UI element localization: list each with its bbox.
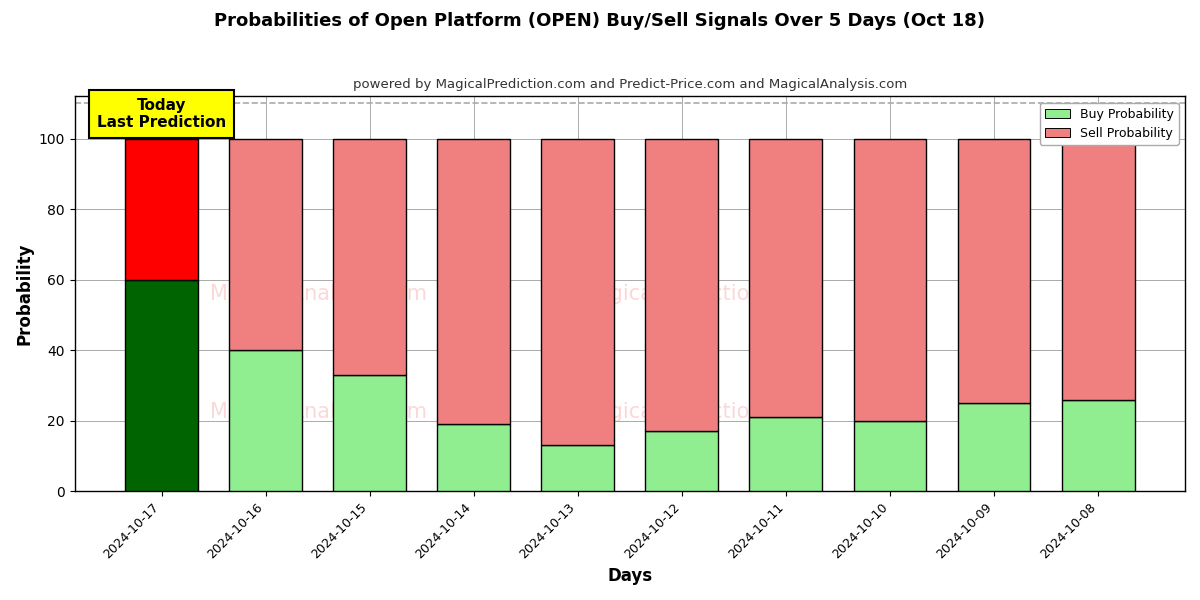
Bar — [541, 445, 614, 491]
Bar — [125, 280, 198, 491]
Bar — [853, 139, 926, 421]
Title: powered by MagicalPrediction.com and Predict-Price.com and MagicalAnalysis.com: powered by MagicalPrediction.com and Pre… — [353, 78, 907, 91]
Bar — [334, 139, 406, 375]
Bar — [1062, 400, 1134, 491]
Text: MagicalAnalysis.com: MagicalAnalysis.com — [210, 402, 427, 422]
Bar — [646, 139, 719, 431]
Bar — [229, 350, 302, 491]
Text: Today
Last Prediction: Today Last Prediction — [97, 98, 226, 130]
Text: MagicalPrediction.com: MagicalPrediction.com — [580, 284, 814, 304]
Bar — [334, 375, 406, 491]
Bar — [125, 139, 198, 280]
X-axis label: Days: Days — [607, 567, 653, 585]
Bar — [437, 424, 510, 491]
Bar — [750, 417, 822, 491]
Bar — [541, 139, 614, 445]
Bar — [1062, 139, 1134, 400]
Text: MagicalAnalysis.com: MagicalAnalysis.com — [210, 284, 427, 304]
Bar — [958, 403, 1031, 491]
Bar — [646, 431, 719, 491]
Bar — [229, 139, 302, 350]
Text: MagicalPrediction.com: MagicalPrediction.com — [580, 402, 814, 422]
Legend: Buy Probability, Sell Probability: Buy Probability, Sell Probability — [1040, 103, 1178, 145]
Text: Probabilities of Open Platform (OPEN) Buy/Sell Signals Over 5 Days (Oct 18): Probabilities of Open Platform (OPEN) Bu… — [215, 12, 985, 30]
Y-axis label: Probability: Probability — [16, 242, 34, 345]
Bar — [750, 139, 822, 417]
Bar — [958, 139, 1031, 403]
Bar — [853, 421, 926, 491]
Bar — [437, 139, 510, 424]
